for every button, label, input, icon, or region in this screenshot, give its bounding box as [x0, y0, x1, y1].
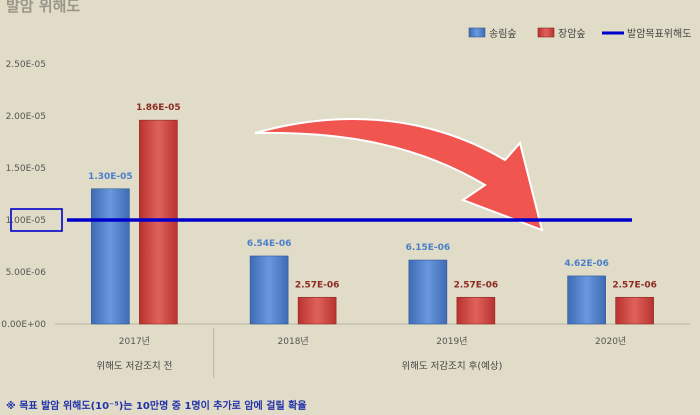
- bar-songrim: [567, 275, 606, 325]
- legend: 송림숲 장암숲 발암목표위해도: [468, 27, 691, 40]
- group-label: 위해도 저감조치 후(예상): [401, 360, 502, 372]
- group-labels: 위해도 저감조치 전 위해도 저감조치 후(예상): [96, 328, 502, 378]
- category-label: 2019년: [436, 336, 467, 347]
- data-label: 6.54E-06: [247, 239, 292, 249]
- bar-jangam: [139, 119, 178, 325]
- legend-swatch-jangam: [537, 27, 555, 38]
- legend-label-songrim: 송림숲: [489, 28, 517, 40]
- category-label: 2020년: [595, 336, 626, 347]
- data-label: 2.57E-06: [612, 280, 657, 290]
- data-label: 6.15E-06: [406, 243, 451, 253]
- category-label: 2017년: [119, 336, 150, 347]
- data-label: 1.30E-05: [88, 172, 133, 182]
- bar-songrim: [249, 255, 289, 325]
- category-label: 2018년: [278, 336, 309, 347]
- y-tick-label: 1.50E-05: [6, 164, 46, 174]
- legend-swatch-songrim: [468, 27, 486, 38]
- bars: 1.30E-05 1.86E-05 6.54E-06 2.57E-06 6.15E-06…: [88, 103, 657, 325]
- legend-label-jangam: 장암숲: [558, 28, 586, 40]
- data-label: 2.57E-06: [295, 280, 340, 290]
- bar-jangam: [297, 296, 337, 325]
- chart-title: 발암 위해도: [6, 0, 80, 15]
- y-tick-label: 0.00E+00: [1, 320, 46, 330]
- footnote: ※ 목표 발암 위해도(10⁻⁵)는 10만명 중 1명이 추가로 암에 걸릴 …: [6, 399, 307, 412]
- target-line: [10, 208, 632, 232]
- bar-jangam: [615, 296, 654, 325]
- bar-songrim: [91, 188, 130, 325]
- legend-label-target: 발암목표위해도: [627, 27, 691, 40]
- target-value-highlight: [10, 208, 63, 232]
- x-axis: 2017년 2018년 2019년 2020년: [119, 336, 626, 347]
- trend-arrow: [254, 118, 544, 232]
- y-tick-label: 5.00E-06: [6, 268, 47, 278]
- y-tick-label: 1.00E-05: [6, 216, 46, 226]
- y-tick-label: 2.00E-05: [6, 112, 46, 122]
- bar-jangam: [456, 296, 496, 325]
- group-label: 위해도 저감조치 전: [96, 360, 172, 372]
- bar-songrim: [408, 259, 448, 325]
- data-label: 1.86E-05: [136, 103, 181, 113]
- data-label: 4.62E-06: [564, 259, 609, 269]
- y-tick-label: 2.50E-05: [6, 60, 46, 70]
- data-label: 2.57E-06: [454, 280, 499, 290]
